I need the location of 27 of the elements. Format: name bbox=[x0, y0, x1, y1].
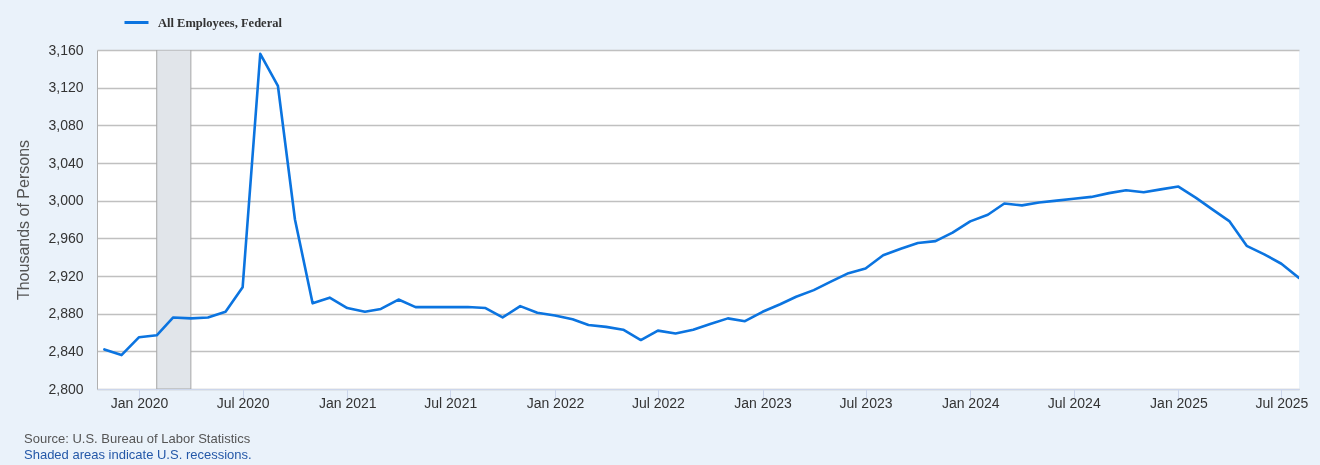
x-tick-label: Jul 2025 bbox=[1255, 394, 1309, 411]
x-tick-label: Jul 2021 bbox=[424, 394, 478, 411]
line-series bbox=[103, 52, 1299, 357]
y-tick-label: 2,880 bbox=[48, 305, 84, 322]
y-axis-title: Thousands of Persons bbox=[14, 139, 32, 301]
x-tick-label: Jan 2020 bbox=[110, 394, 169, 411]
x-tick-label: Jul 2020 bbox=[216, 394, 270, 411]
x-tick-label: Jul 2024 bbox=[1047, 394, 1101, 411]
y-tick-label: 3,000 bbox=[48, 192, 84, 209]
y-tick-label: 2,840 bbox=[48, 342, 84, 359]
y-tick-label: 2,920 bbox=[48, 267, 84, 284]
y-tick-label: 3,120 bbox=[48, 79, 84, 96]
x-tick-label: Jul 2023 bbox=[839, 394, 893, 411]
y-tick-label: 3,080 bbox=[48, 116, 84, 133]
x-tick-label: Jan 2023 bbox=[734, 394, 793, 411]
x-tick-label: Jan 2022 bbox=[526, 394, 585, 411]
x-tick-label: Jan 2024 bbox=[941, 394, 1000, 411]
x-tick-label: Jan 2025 bbox=[1150, 394, 1208, 411]
x-tick-label: Jul 2022 bbox=[631, 394, 686, 411]
y-tick-label: 3,040 bbox=[48, 154, 84, 171]
legend-label: All Employees, Federal bbox=[158, 15, 283, 30]
source-note: Source: U.S. Bureau of Labor Statistics bbox=[24, 431, 252, 447]
x-tick-label: Jan 2021 bbox=[318, 394, 377, 411]
text: Shaded areas indicate U.S. recessions. bbox=[24, 447, 252, 463]
y-tick-label: 3,160 bbox=[48, 41, 84, 58]
y-tick-label: 2,960 bbox=[48, 229, 84, 246]
y-tick-label: 2,800 bbox=[48, 380, 84, 397]
